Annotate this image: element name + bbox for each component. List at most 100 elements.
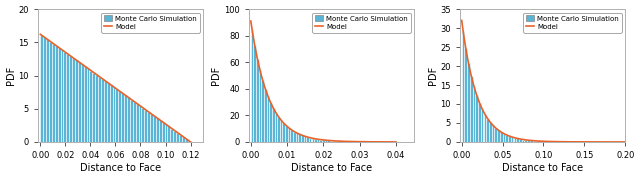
- Bar: [81, 64, 84, 142]
- Bar: [118, 91, 121, 142]
- Bar: [269, 102, 272, 142]
- Bar: [322, 140, 324, 142]
- Bar: [127, 97, 130, 142]
- Bar: [472, 86, 476, 142]
- Bar: [168, 126, 170, 142]
- Bar: [136, 104, 138, 142]
- Bar: [170, 128, 173, 142]
- Bar: [107, 83, 109, 142]
- Bar: [524, 140, 527, 142]
- Bar: [86, 68, 90, 142]
- Bar: [75, 60, 78, 142]
- Bar: [465, 48, 467, 142]
- Bar: [179, 135, 182, 142]
- Bar: [489, 122, 492, 142]
- Bar: [256, 59, 259, 142]
- Bar: [182, 137, 185, 142]
- Bar: [173, 130, 176, 142]
- Bar: [476, 95, 478, 142]
- Bar: [69, 56, 72, 142]
- Bar: [49, 41, 52, 142]
- Bar: [61, 50, 63, 142]
- Bar: [267, 96, 269, 142]
- Bar: [541, 141, 543, 142]
- Bar: [527, 140, 530, 142]
- Bar: [259, 70, 261, 142]
- Bar: [288, 128, 291, 142]
- Bar: [72, 58, 75, 142]
- Bar: [511, 137, 513, 142]
- Bar: [532, 141, 535, 142]
- Bar: [98, 77, 101, 142]
- X-axis label: Distance to Face: Distance to Face: [502, 163, 583, 173]
- Bar: [145, 110, 147, 142]
- Bar: [115, 89, 118, 142]
- Bar: [162, 122, 164, 142]
- Y-axis label: PDF: PDF: [428, 66, 438, 85]
- Bar: [63, 52, 67, 142]
- Bar: [104, 81, 107, 142]
- Bar: [285, 126, 288, 142]
- Bar: [253, 45, 256, 142]
- Bar: [333, 141, 335, 142]
- Bar: [461, 31, 465, 142]
- Bar: [343, 141, 346, 142]
- Bar: [293, 132, 296, 142]
- Bar: [130, 100, 132, 142]
- Bar: [121, 93, 124, 142]
- Bar: [113, 87, 115, 142]
- Bar: [319, 140, 322, 142]
- Bar: [275, 113, 277, 142]
- Bar: [470, 76, 472, 142]
- Bar: [519, 139, 522, 142]
- Bar: [58, 48, 61, 142]
- Bar: [324, 140, 327, 142]
- Bar: [124, 95, 127, 142]
- Bar: [492, 125, 494, 142]
- Bar: [272, 108, 275, 142]
- Bar: [156, 118, 159, 142]
- Bar: [133, 102, 136, 142]
- Bar: [40, 35, 44, 142]
- Legend: Monte Carlo Simulation, Model: Monte Carlo Simulation, Model: [101, 13, 200, 33]
- Bar: [55, 46, 58, 142]
- X-axis label: Distance to Face: Distance to Face: [80, 163, 161, 173]
- Bar: [508, 136, 511, 142]
- Bar: [497, 130, 500, 142]
- Bar: [95, 75, 98, 142]
- Bar: [484, 114, 486, 142]
- Bar: [150, 114, 153, 142]
- Bar: [67, 54, 69, 142]
- Bar: [261, 80, 264, 142]
- Bar: [280, 120, 282, 142]
- Bar: [495, 128, 497, 142]
- Bar: [340, 141, 343, 142]
- Bar: [101, 79, 104, 142]
- X-axis label: Distance to Face: Distance to Face: [291, 163, 372, 173]
- Bar: [307, 137, 309, 142]
- Bar: [513, 138, 516, 142]
- Bar: [44, 37, 46, 142]
- Bar: [338, 141, 340, 142]
- Bar: [141, 108, 144, 142]
- Bar: [506, 135, 508, 142]
- Legend: Monte Carlo Simulation, Model: Monte Carlo Simulation, Model: [524, 13, 622, 33]
- Bar: [516, 139, 519, 142]
- Bar: [291, 130, 293, 142]
- Bar: [543, 141, 546, 142]
- Bar: [277, 117, 280, 142]
- Bar: [481, 109, 483, 142]
- Bar: [251, 30, 253, 142]
- Bar: [90, 71, 92, 142]
- Bar: [159, 120, 162, 142]
- Bar: [346, 141, 348, 142]
- Bar: [546, 141, 549, 142]
- Bar: [303, 136, 306, 142]
- Bar: [147, 112, 150, 142]
- Bar: [164, 124, 168, 142]
- Bar: [109, 85, 113, 142]
- Bar: [185, 139, 188, 142]
- Bar: [522, 139, 524, 142]
- Bar: [312, 138, 314, 142]
- Y-axis label: PDF: PDF: [6, 66, 15, 85]
